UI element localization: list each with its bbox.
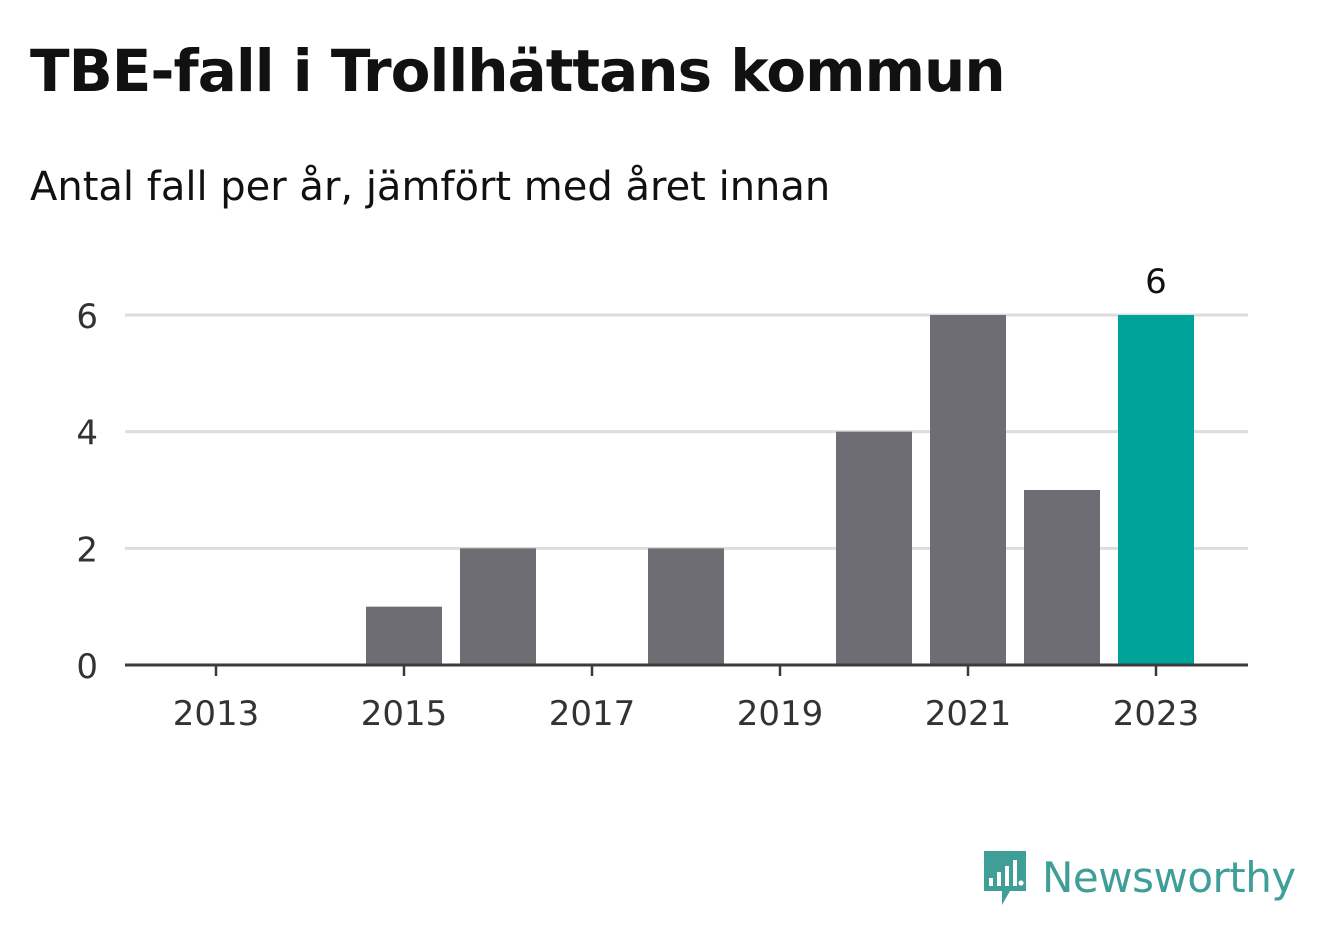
x-axis-ticks: 2013 2015 2017 2019 2021 2023 xyxy=(173,665,1200,734)
bars xyxy=(366,315,1194,665)
y-tick-label: 0 xyxy=(76,647,98,687)
brand-name: Newsworthy xyxy=(1042,853,1296,902)
bar xyxy=(836,431,912,665)
bar xyxy=(1024,490,1100,665)
x-tick-label: 2019 xyxy=(737,694,824,734)
x-tick-label: 2021 xyxy=(925,694,1012,734)
x-tick-label: 2017 xyxy=(549,694,636,734)
data-label: 6 xyxy=(1145,262,1167,302)
newsworthy-logo-icon xyxy=(984,851,1026,905)
y-axis-ticks: 0 2 4 6 xyxy=(76,297,98,687)
bar-highlight xyxy=(1118,315,1194,665)
bar xyxy=(366,606,442,665)
bar xyxy=(930,315,1006,665)
x-tick-label: 2023 xyxy=(1113,694,1200,734)
chart-subtitle: Antal fall per år, jämfört med året inna… xyxy=(30,164,831,210)
y-tick-label: 2 xyxy=(76,530,98,570)
data-labels: 6 xyxy=(1145,262,1167,302)
x-tick-label: 2013 xyxy=(173,694,260,734)
y-tick-label: 6 xyxy=(76,297,98,337)
y-tick-label: 4 xyxy=(76,414,98,454)
x-tick-label: 2015 xyxy=(361,694,448,734)
bar xyxy=(648,548,724,665)
bar xyxy=(460,548,536,665)
chart-title: TBE-fall i Trollhättans kommun xyxy=(30,37,1006,105)
newsworthy-logo: Newsworthy xyxy=(980,846,1296,910)
